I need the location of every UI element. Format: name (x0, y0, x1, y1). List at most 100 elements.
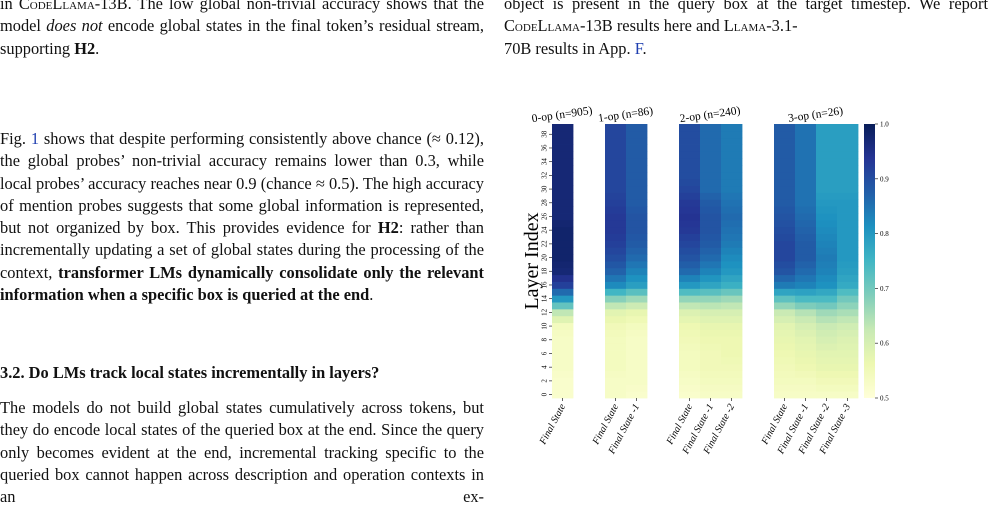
heatmap-cell (605, 247, 627, 255)
y-tick-label: 4 (541, 365, 549, 369)
heatmap-cell (774, 308, 796, 317)
y-tick-label: 20 (541, 254, 549, 262)
heatmap-cell (605, 356, 627, 365)
heatmap-cell (721, 151, 743, 159)
heatmap-cell (774, 254, 796, 262)
heatmap-cell (605, 233, 627, 241)
heatmap-cell (774, 281, 796, 289)
heatmap-cell (605, 288, 627, 296)
frag-line2-pre: that the model (0, 0, 484, 36)
heatmap-cell (774, 226, 796, 234)
heatmap-cell (837, 124, 859, 132)
heatmap-cell (795, 158, 817, 166)
heatmap-cell (605, 363, 627, 371)
body-end: . (369, 285, 374, 305)
heatmap-cell (837, 199, 859, 207)
heatmap-cell (816, 288, 838, 296)
heatmap-cell (605, 192, 627, 200)
heatmap-cell (795, 274, 817, 282)
y-tick-label: 34 (541, 158, 549, 166)
heatmap-cell (774, 322, 796, 330)
heatmap-cell (700, 377, 722, 385)
heatmap-cell (679, 281, 701, 289)
heatmap-cell (816, 336, 838, 344)
heatmap-cell (626, 254, 648, 262)
heatmap-cell (679, 261, 701, 269)
heatmap-cell (721, 343, 743, 351)
heatmap-cell (626, 343, 648, 351)
heatmap-cell (605, 295, 627, 303)
heatmap-cell (700, 295, 722, 303)
heatmap-cell (795, 281, 817, 289)
heatmap-cell (816, 130, 838, 139)
heatmap-cell (605, 384, 627, 392)
heatmap-cell (679, 274, 701, 282)
heatmap-cell (816, 343, 838, 351)
appendix-reference-link[interactable]: F (634, 38, 643, 58)
heatmap-cell (816, 219, 838, 228)
heatmap-cell (795, 288, 817, 296)
heatmap-cell (605, 151, 627, 159)
y-tick-label: 6 (541, 351, 549, 355)
heatmap-cell (721, 144, 743, 152)
heatmap-cell (816, 267, 838, 276)
y-tick-label: 38 (541, 130, 549, 138)
heatmap-cell (700, 308, 722, 317)
heatmap-cell (679, 336, 701, 344)
heatmap-cell (837, 206, 859, 214)
heatmap-cell (816, 261, 838, 269)
heatmap-cell (700, 144, 722, 152)
heatmap-cell (774, 288, 796, 296)
heatmap-cell (837, 274, 859, 282)
heatmap-cell (700, 343, 722, 351)
heatmap-cell (679, 199, 701, 207)
heatmap-cell (816, 356, 838, 365)
heatmap-cell (795, 130, 817, 139)
heatmap-cell (774, 199, 796, 207)
y-tick-label: 2 (541, 379, 549, 383)
heatmap-cell (679, 144, 701, 152)
heatmap-cell (679, 267, 701, 276)
figure-reference-link[interactable]: 1 (30, 129, 40, 148)
heatmap-cell (700, 254, 722, 262)
heatmap-cell (626, 315, 648, 324)
y-tick-label: 30 (541, 185, 549, 193)
heatmap-cell (679, 343, 701, 351)
hypothesis-h2-ref: H2 (377, 218, 399, 238)
heatmap-plot-area: Layer Index02468101214161820222426283032… (521, 105, 889, 457)
y-tick-label: 18 (541, 267, 549, 275)
heatmap-cell (552, 350, 574, 358)
frag-line1-post: . The low global non-trivial accuracy sh… (127, 0, 428, 13)
heatmap-cell (774, 391, 796, 399)
heatmap-cell (795, 336, 817, 344)
heatmap-cell (837, 302, 859, 310)
heatmap-cell (679, 370, 701, 378)
y-tick-label: 10 (541, 322, 549, 330)
heatmap-cell (700, 322, 722, 330)
heatmap-cell (605, 124, 627, 132)
heatmap-cell (679, 247, 701, 255)
heatmap-cell (837, 165, 859, 173)
heatmap-cell (837, 288, 859, 296)
heatmap-cell (626, 377, 648, 385)
y-tick-label: 32 (541, 171, 549, 179)
heatmap-cell (605, 226, 627, 234)
heatmap-cell (721, 240, 743, 248)
heatmap-cell (679, 185, 701, 193)
heatmap-cell (721, 137, 743, 145)
heatmap-cell (626, 206, 648, 214)
heatmap-cell (679, 178, 701, 187)
heatmap-cell (721, 350, 743, 358)
heatmap-cell (605, 261, 627, 269)
heatmap-cell (795, 343, 817, 351)
heatmap-cell (552, 295, 574, 303)
heatmap-cell (721, 124, 743, 132)
heatmap-cell (700, 370, 722, 378)
heatmap-cell (816, 322, 838, 330)
heatmap-cell (721, 363, 743, 371)
heatmap-cell (605, 199, 627, 207)
heatmap-cell (816, 274, 838, 282)
heatmap-cell (679, 254, 701, 262)
panel-title: 1-op (n=86) (597, 105, 654, 125)
heatmap-cell (816, 308, 838, 317)
